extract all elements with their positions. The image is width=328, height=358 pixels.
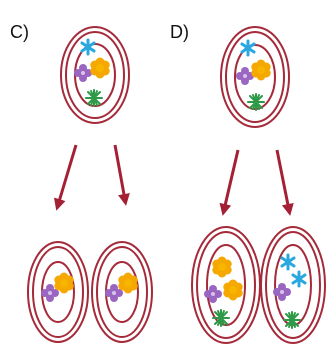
diagram: C) D) (0, 0, 328, 358)
arrow (277, 150, 289, 210)
option-label: D) (170, 22, 189, 42)
arrow (58, 145, 76, 205)
arrow (115, 145, 125, 200)
cell (261, 227, 325, 343)
cell (221, 27, 289, 127)
option-label: C) (10, 22, 29, 42)
cell (61, 27, 129, 123)
cell (192, 227, 260, 343)
cell (28, 242, 88, 342)
arrow (224, 150, 238, 210)
cell (92, 242, 152, 342)
